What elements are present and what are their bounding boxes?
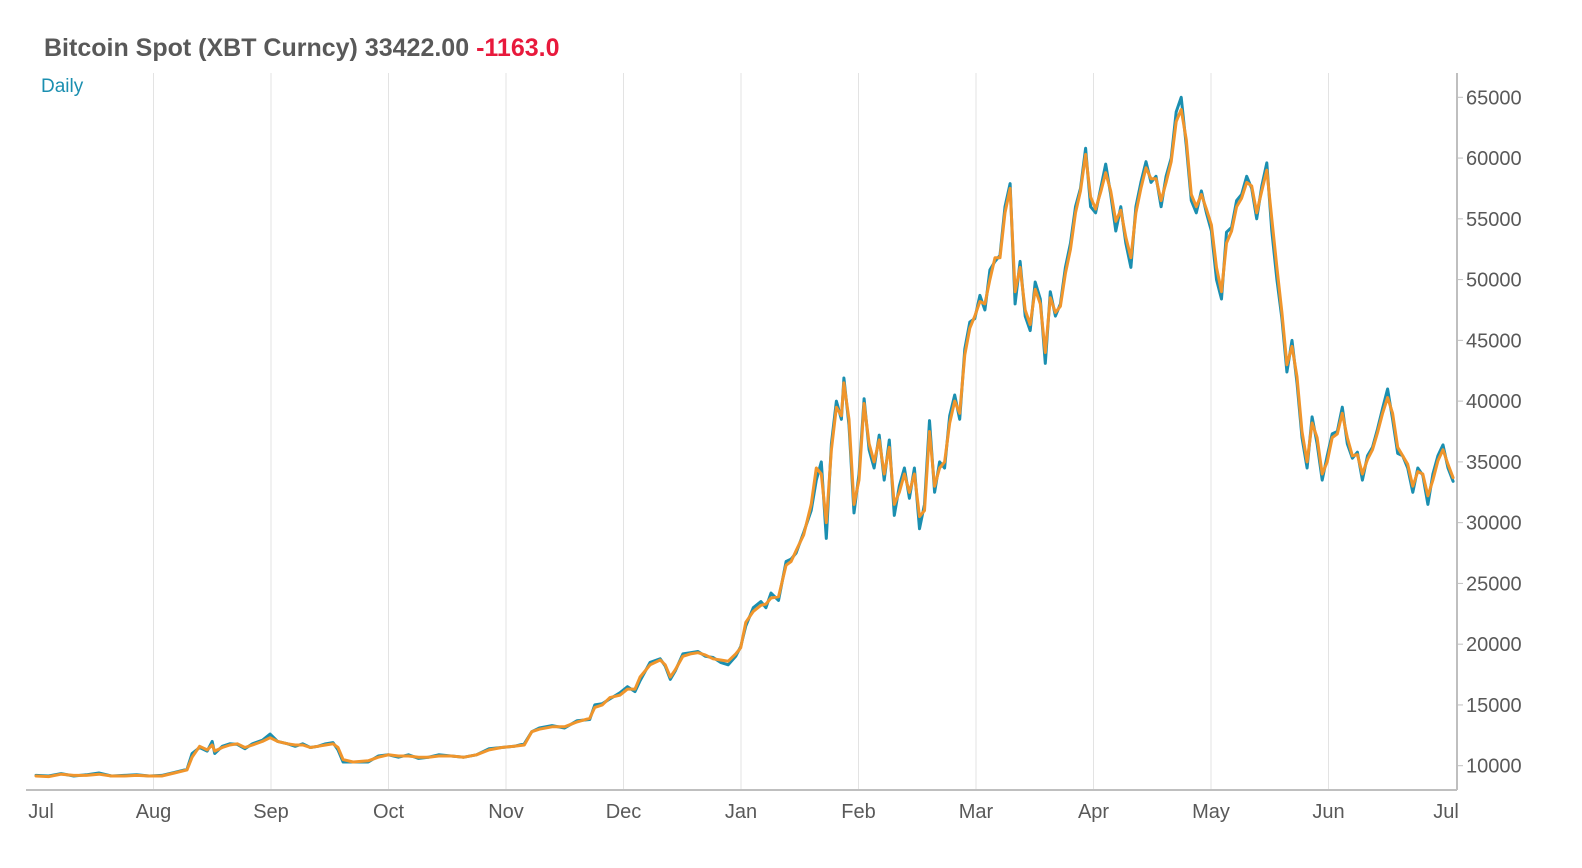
y-tick-label: 50000 (1466, 270, 1522, 292)
x-tick-label: Sep (253, 801, 289, 823)
chart-title: Bitcoin Spot (XBT Curncy) 33422.00 -1163… (44, 34, 560, 63)
x-tick-label: Dec (606, 801, 642, 823)
y-tick-label: 20000 (1466, 634, 1522, 656)
x-tick-label: Oct (373, 801, 405, 823)
y-tick-label: 55000 (1466, 209, 1522, 231)
price-change: -1163.0 (476, 34, 560, 62)
y-tick-label: 35000 (1466, 452, 1522, 474)
y-tick-label: 10000 (1466, 756, 1522, 778)
y-axis-ticks: 10000 15000 20000 25000 30000 35000 40000 45000… (1466, 87, 1522, 777)
y-tick-label: 30000 (1466, 513, 1522, 535)
x-tick-label: Feb (841, 801, 875, 823)
x-tick-label: Nov (488, 801, 524, 823)
y-tick-label: 25000 (1466, 573, 1522, 595)
x-tick-label: Jul (28, 801, 54, 823)
instrument-name: Bitcoin Spot (XBT Curncy) (44, 34, 358, 62)
x-tick-label: May (1192, 801, 1230, 823)
series-line-2 (34, 108, 1455, 779)
gridlines (153, 73, 1329, 790)
axes (26, 73, 1463, 791)
y-tick-label: 45000 (1466, 330, 1522, 352)
x-tick-label: Aug (136, 801, 172, 823)
x-tick-label: Apr (1078, 801, 1109, 823)
last-price: 33422.00 (364, 34, 470, 62)
x-axis-ticks: Jul Aug Sep Oct Nov Dec Jan Feb Mar Apr May Jun Jul (28, 801, 1459, 823)
x-tick-label: Jun (1312, 801, 1344, 823)
x-tick-label: Mar (959, 801, 994, 823)
y-tick-label: 15000 (1466, 695, 1522, 717)
y-tick-label: 60000 (1466, 148, 1522, 170)
frequency-label: Daily (41, 76, 84, 97)
x-tick-label: Jan (725, 801, 757, 823)
y-tick-label: 65000 (1466, 87, 1522, 109)
y-tick-label: 40000 (1466, 391, 1522, 413)
series-lines (34, 95, 1455, 779)
x-tick-label: Jul (1433, 801, 1459, 823)
